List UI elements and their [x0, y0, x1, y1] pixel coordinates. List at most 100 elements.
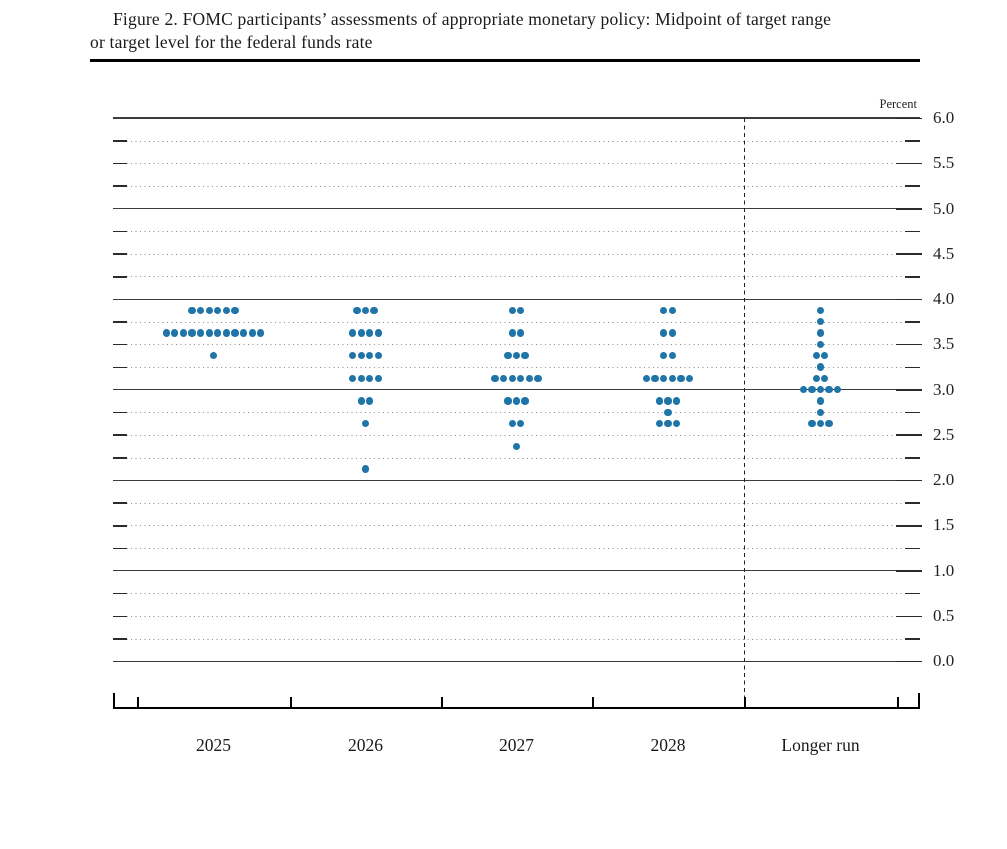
y-axis-tick-label: 4.0 — [933, 289, 955, 309]
y-tick-right — [905, 457, 920, 459]
projection-dot — [357, 352, 365, 360]
x-axis-corner-right — [918, 693, 920, 707]
projection-dot — [374, 374, 383, 382]
projection-dot — [357, 329, 365, 337]
projection-dot — [672, 419, 681, 428]
projection-dot — [205, 329, 213, 337]
projection-dot — [517, 306, 525, 315]
projection-dot — [239, 329, 248, 337]
projection-dot — [179, 329, 188, 337]
x-axis-corner-left — [113, 693, 115, 707]
y-axis-tick-label: 3.5 — [933, 334, 955, 354]
y-tick-right — [896, 615, 922, 618]
y-tick-right — [896, 660, 922, 663]
y-tick-left — [113, 502, 127, 504]
gridline-dotted — [113, 548, 906, 550]
x-axis-tick — [290, 697, 292, 707]
projection-dot — [357, 397, 365, 405]
y-axis-tick-label: 4.5 — [933, 243, 955, 263]
projection-dot — [808, 419, 816, 428]
projection-dot — [517, 374, 525, 382]
y-axis-unit-label: Percent — [879, 97, 917, 111]
x-axis-line — [113, 707, 920, 709]
projection-dot — [517, 419, 525, 428]
projection-dot — [664, 419, 672, 428]
projection-dot — [512, 397, 521, 405]
projection-dot — [504, 352, 512, 360]
y-tick-right — [896, 479, 922, 482]
y-tick-right — [905, 592, 920, 595]
projection-dot — [521, 352, 529, 360]
projection-dot — [504, 397, 512, 405]
y-tick-left — [113, 253, 127, 255]
y-tick-right — [896, 570, 922, 572]
gridline-solid — [113, 207, 920, 210]
gridline-solid — [113, 570, 920, 572]
projection-dot — [205, 306, 213, 315]
projection-dot — [660, 306, 668, 315]
gridline-dotted — [113, 616, 906, 618]
projection-dot — [677, 374, 685, 382]
projection-dot — [162, 329, 170, 337]
projection-dot — [816, 397, 825, 405]
gridline-dotted — [113, 367, 906, 368]
gridline-dotted — [113, 457, 906, 459]
x-axis-label-2027: 2027 — [499, 735, 534, 755]
projection-dot — [816, 329, 825, 337]
y-tick-right — [896, 208, 922, 210]
y-axis-tick-label: 1.0 — [933, 560, 955, 580]
gridline-dotted — [113, 185, 906, 187]
projection-dot — [374, 329, 383, 337]
projection-dot — [825, 386, 833, 394]
projection-dot — [348, 329, 357, 337]
y-tick-right — [905, 638, 920, 640]
y-tick-right — [896, 253, 922, 255]
projection-dot — [655, 397, 664, 405]
projection-dot — [361, 306, 370, 315]
projection-dot — [816, 408, 825, 416]
y-tick-right — [896, 298, 922, 301]
projection-dot — [651, 374, 659, 382]
projection-dot — [491, 374, 499, 382]
y-tick-right — [896, 162, 922, 165]
longer-run-separator-line — [744, 118, 746, 707]
projection-dot — [808, 386, 816, 394]
y-tick-left — [113, 434, 127, 437]
projection-dot — [512, 352, 521, 360]
projection-dot — [508, 329, 516, 337]
gridline-solid — [113, 660, 920, 662]
projection-dot — [816, 340, 825, 349]
projection-dot — [812, 352, 820, 360]
projection-dot — [248, 329, 256, 337]
y-tick-right — [905, 547, 920, 550]
projection-dot — [508, 306, 516, 315]
projection-dot — [834, 386, 842, 394]
gridline-dotted — [113, 140, 906, 142]
projection-dot — [361, 419, 370, 428]
y-axis-tick-label: 5.5 — [933, 153, 955, 173]
y-tick-right — [896, 117, 922, 120]
projection-dot — [825, 419, 833, 428]
x-axis-tick — [897, 697, 899, 707]
y-tick-right — [905, 140, 920, 142]
gridline-dotted — [113, 253, 906, 255]
projection-dot — [668, 329, 676, 337]
y-axis-tick-label: 3.0 — [933, 379, 955, 399]
y-tick-right — [896, 524, 922, 527]
projection-dot — [655, 419, 664, 428]
projection-dot — [214, 306, 222, 315]
projection-dot — [816, 363, 825, 371]
x-axis-label-longer-run: Longer run — [781, 735, 860, 755]
projection-dot — [668, 306, 676, 315]
projection-dot — [361, 465, 370, 473]
y-axis-tick-label: 2.5 — [933, 424, 955, 444]
x-axis-tick — [137, 697, 139, 707]
projection-dot — [231, 306, 239, 315]
y-tick-left — [113, 162, 127, 165]
y-tick-right — [905, 185, 920, 187]
x-axis-label-2026: 2026 — [348, 735, 383, 755]
x-axis-tick — [744, 697, 746, 707]
y-axis-tick-label: 6.0 — [933, 108, 955, 127]
